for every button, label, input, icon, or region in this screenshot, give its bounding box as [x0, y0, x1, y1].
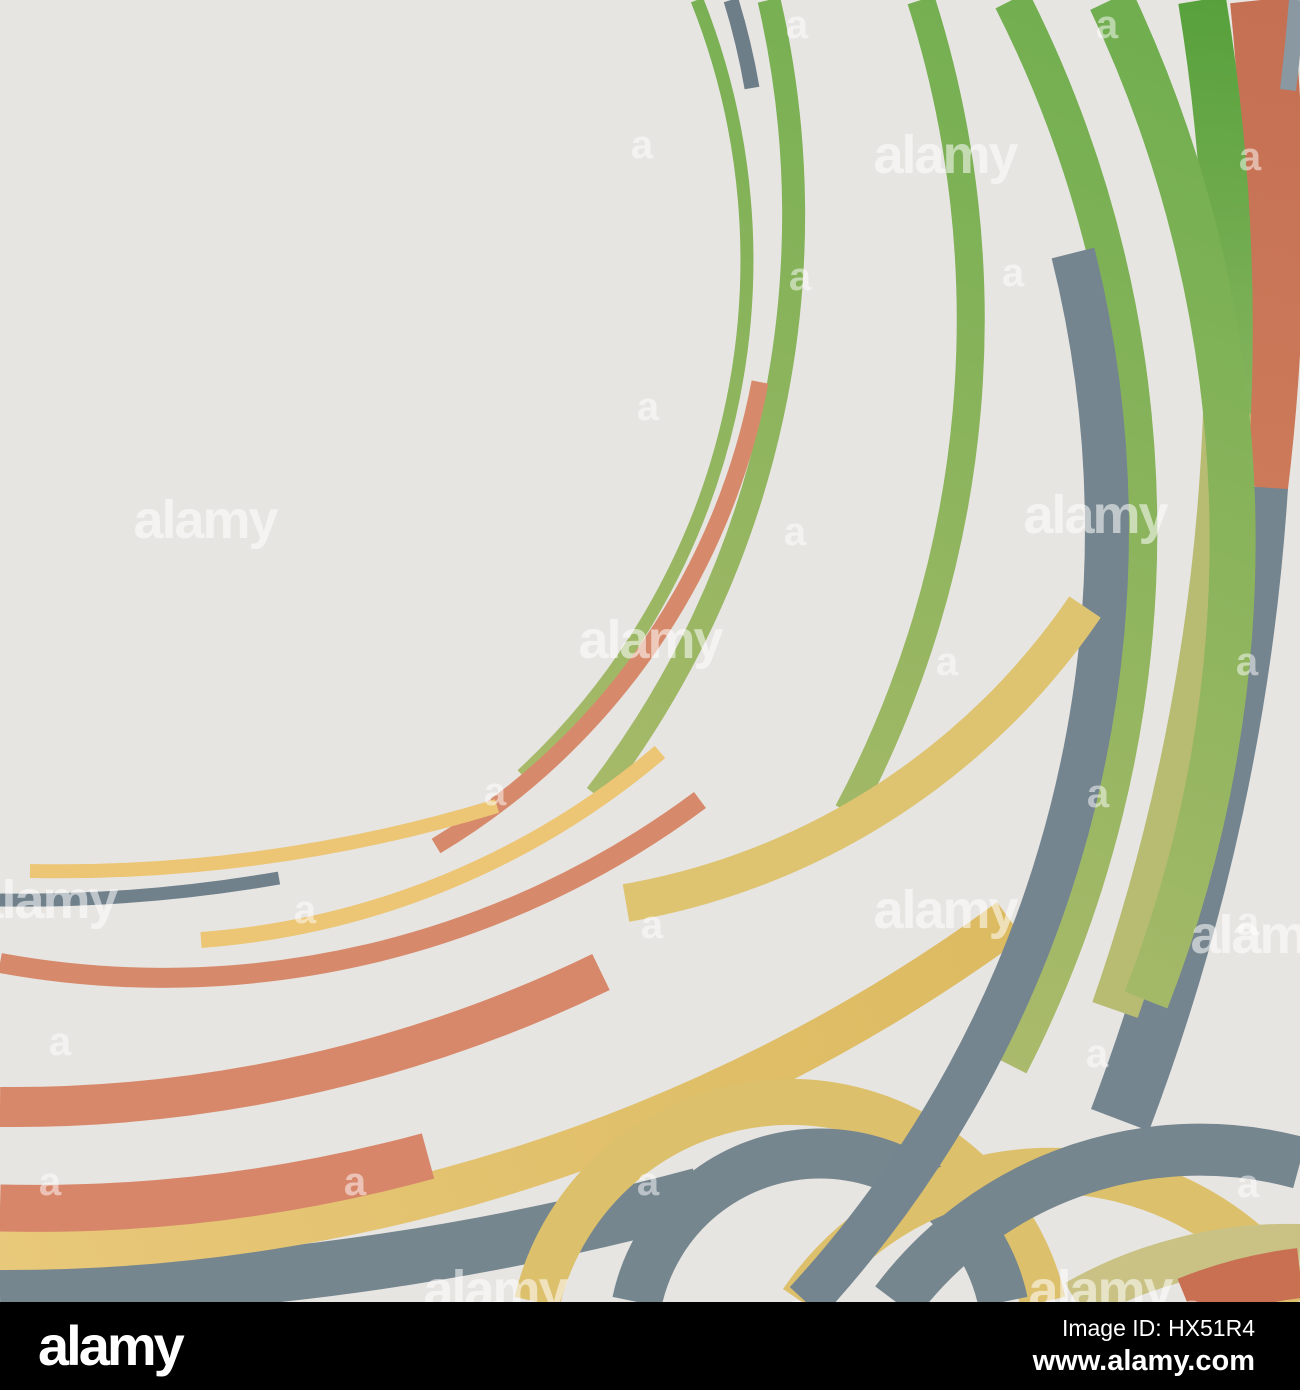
- watermark-letter-a: a: [637, 385, 660, 429]
- band-gray-thin-left: [0, 871, 281, 907]
- watermark-letter-a: a: [1086, 1032, 1109, 1076]
- watermark-letter-a: a: [1002, 251, 1025, 295]
- band-gray-corner-sliver: [1280, 0, 1300, 91]
- watermark-word: alamy: [423, 1260, 568, 1302]
- watermark-letter-a: a: [786, 1287, 809, 1302]
- watermark-word: alamy: [133, 490, 278, 550]
- watermark-letter-a: a: [784, 510, 807, 554]
- watermark-letter-a: a: [484, 770, 507, 814]
- watermark-word: alamy: [873, 125, 1018, 185]
- watermark-letter-a: a: [39, 1160, 62, 1204]
- abstract-circles-artwork: alamy alamy alamy alamy alamy alamy alamy alamy…: [0, 0, 1300, 1302]
- band-orange-mid-a: [0, 953, 610, 1128]
- watermark-letter-a: a: [487, 1287, 510, 1302]
- watermark-letter-a: a: [1237, 1162, 1260, 1206]
- band-green-thin: [517, 0, 754, 780]
- band-gray-bottom-left: [0, 1168, 708, 1302]
- watermark-letter-a: a: [1096, 3, 1119, 47]
- image-info: Image ID: HX51R4 www.alamy.com: [1032, 1314, 1255, 1377]
- watermark-letter-a: a: [294, 888, 317, 932]
- band-yellow-thin-left: [29, 799, 500, 879]
- band-gray-thin-top: [723, 0, 760, 90]
- watermark-letter-a: a: [637, 1160, 660, 1204]
- image-id-label: Image ID: HX51R4: [1061, 1314, 1255, 1341]
- watermark-word: alamy: [578, 610, 723, 670]
- band-gray-wide: [789, 247, 1129, 1302]
- band-green-right-1: [835, 0, 985, 819]
- watermark-letter-a: a: [1236, 640, 1259, 684]
- band-green-right-2: [993, 0, 1158, 1074]
- band-orange-thin: [431, 380, 769, 854]
- watermark-word: alamy: [0, 870, 119, 930]
- watermark-word: alamy: [1028, 1260, 1173, 1302]
- watermark-letter-a: a: [789, 255, 812, 299]
- band-green-medium: [586, 0, 806, 803]
- watermark-letter-a: a: [631, 123, 654, 167]
- watermark-info-bar: alamy Image ID: HX51R4 www.alamy.com: [0, 1302, 1300, 1390]
- watermark-letter-a: a: [1181, 1287, 1204, 1302]
- band-yellow-mid: [622, 596, 1101, 922]
- band-hill-olive: [1065, 1223, 1300, 1302]
- watermark-word: alamy: [1190, 905, 1300, 965]
- band-orange-mid-b: [0, 1133, 435, 1232]
- watermark-letter-a: a: [1087, 772, 1110, 816]
- watermark-word: alamy: [873, 880, 1018, 940]
- band-hill-gray-2: [875, 1123, 1300, 1302]
- ring-bands: [0, 0, 1300, 1302]
- alamy-logo: alamy: [38, 1314, 185, 1377]
- band-green-right-3: [1090, 0, 1256, 1009]
- watermark-letter-a: a: [936, 640, 959, 684]
- watermark-word: alamy: [1023, 485, 1168, 545]
- watermark-letter-a: a: [1239, 135, 1262, 179]
- alamy-url: www.alamy.com: [1032, 1344, 1255, 1377]
- watermark-letter-a: a: [1237, 900, 1260, 944]
- band-yellow-thin-left-2: [200, 745, 666, 948]
- watermark-letter-a: a: [344, 1160, 367, 1204]
- watermark-letter-a: a: [49, 1020, 72, 1064]
- watermark-letter-a: a: [786, 3, 809, 47]
- band-orange-thin-left: [0, 791, 706, 988]
- band-right-orange-outer: [1226, 0, 1300, 491]
- watermark-layer: alamy alamy alamy alamy alamy alamy alamy alamy…: [0, 3, 1300, 1302]
- band-yellow-bottom: [0, 902, 1023, 1271]
- watermark-letter-a: a: [641, 903, 664, 947]
- band-hill-orange-corner: [1177, 1248, 1300, 1302]
